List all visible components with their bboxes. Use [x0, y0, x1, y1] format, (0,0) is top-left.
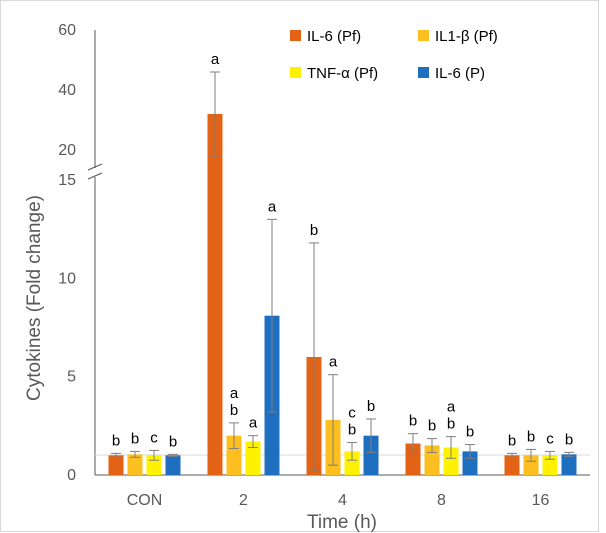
legend-swatch — [418, 67, 429, 78]
bar — [542, 455, 558, 475]
bar — [165, 455, 181, 475]
x-tick-label: CON — [127, 492, 163, 509]
x-tick-label: 8 — [437, 492, 446, 509]
significance-label: b — [169, 433, 177, 450]
legend: IL-6 (Pf) IL1-β (Pf) TNF-α (Pf) IL-6 (P) — [290, 28, 498, 82]
y-tick-label: 10 — [58, 270, 76, 287]
legend-swatch — [418, 30, 429, 41]
axes: 0 5 10 15 20 40 60 CON 2 4 8 16 — [58, 22, 590, 509]
bar — [462, 451, 478, 475]
error-bars-group — [111, 71, 574, 472]
legend-label: IL-6 (P) — [435, 65, 485, 82]
significance-label: c — [546, 430, 554, 447]
significance-label: b — [527, 428, 535, 445]
y-tick-label: 5 — [67, 369, 76, 386]
significance-label: b — [348, 422, 356, 439]
bar — [127, 454, 143, 475]
significance-label: b — [230, 402, 238, 419]
y-tick-label: 40 — [58, 82, 76, 99]
significance-label: a — [211, 51, 220, 68]
significance-label: c — [348, 405, 356, 422]
significance-label: a — [249, 415, 258, 432]
significance-label: a — [268, 198, 277, 215]
significance-label: c — [150, 429, 158, 446]
bar — [226, 435, 242, 475]
bar — [108, 455, 124, 475]
x-tick-label: 16 — [532, 492, 550, 509]
bar — [405, 443, 421, 475]
significance-label: b — [112, 432, 120, 449]
significance-label: b — [565, 431, 573, 448]
y-axis-label: Cytokines (Fold change) — [24, 195, 45, 401]
significance-label: b — [367, 398, 375, 415]
significance-label: a — [447, 399, 456, 416]
bar — [207, 180, 223, 475]
significance-label: b — [409, 413, 417, 430]
bar — [363, 435, 379, 475]
y-tick-label: 20 — [58, 142, 76, 159]
significance-label: a — [329, 354, 338, 371]
significance-label: b — [447, 416, 455, 433]
x-axis-label: Time (h) — [307, 512, 377, 533]
legend-swatch — [290, 30, 301, 41]
y-tick-label: 60 — [58, 22, 76, 39]
x-tick-label: 4 — [338, 492, 347, 509]
significance-label: a — [230, 385, 239, 402]
bar — [561, 454, 577, 475]
y-tick-label: 0 — [67, 467, 76, 484]
bar — [344, 451, 360, 475]
significance-label: b — [428, 418, 436, 435]
legend-label: TNF-α (Pf) — [307, 65, 378, 82]
legend-swatch — [290, 67, 301, 78]
x-tick-label: 2 — [239, 492, 248, 509]
legend-label: IL-6 (Pf) — [307, 28, 361, 45]
significance-label: b — [508, 432, 516, 449]
significance-label: b — [466, 424, 474, 441]
axis-break-mark — [87, 163, 103, 180]
bar — [245, 441, 261, 475]
significance-label: b — [310, 222, 318, 239]
bar — [443, 447, 459, 475]
legend-label: IL1-β (Pf) — [435, 28, 498, 45]
bar — [523, 455, 539, 475]
bar — [504, 455, 520, 475]
y-tick-label: 15 — [58, 172, 76, 189]
significance-label: b — [131, 430, 139, 447]
